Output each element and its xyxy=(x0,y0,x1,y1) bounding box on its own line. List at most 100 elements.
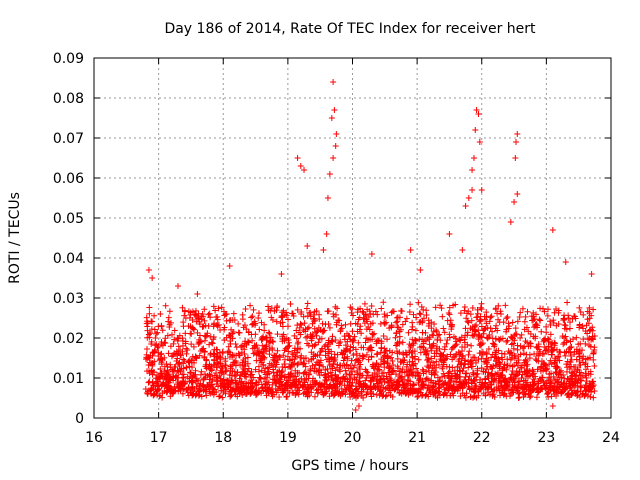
data-point xyxy=(410,382,417,389)
data-point xyxy=(374,311,381,318)
data-point xyxy=(217,392,224,399)
data-point xyxy=(509,382,516,389)
data-point xyxy=(544,306,551,313)
data-point xyxy=(478,306,485,313)
data-point xyxy=(167,393,174,400)
data-point xyxy=(412,327,419,334)
data-point xyxy=(489,340,496,347)
y-axis-label: ROTI / TECUs xyxy=(7,192,23,284)
data-point xyxy=(189,378,196,385)
data-point xyxy=(527,330,534,337)
data-point xyxy=(333,131,340,137)
data-point xyxy=(273,372,280,379)
data-point xyxy=(274,347,281,354)
data-point xyxy=(342,391,349,398)
data-point xyxy=(236,375,243,382)
data-point xyxy=(533,357,540,364)
data-point xyxy=(224,377,231,384)
data-point xyxy=(269,338,276,345)
data-point xyxy=(362,311,369,318)
data-point xyxy=(538,328,545,335)
data-point xyxy=(439,373,446,380)
data-point xyxy=(222,362,229,369)
data-point xyxy=(374,386,381,393)
data-point xyxy=(499,335,506,342)
data-point xyxy=(509,335,516,342)
data-point xyxy=(357,323,364,330)
data-point xyxy=(343,346,350,353)
data-point xyxy=(590,394,597,401)
data-point xyxy=(300,313,307,320)
data-point xyxy=(394,363,401,370)
x-tick-label: 22 xyxy=(473,430,491,446)
data-point xyxy=(557,349,564,356)
data-point xyxy=(144,327,151,334)
data-point xyxy=(493,358,500,365)
data-point xyxy=(417,267,424,273)
data-point xyxy=(385,389,392,396)
data-point xyxy=(345,365,352,372)
data-point xyxy=(547,331,554,338)
data-point xyxy=(227,368,234,375)
data-point xyxy=(348,383,355,390)
data-point xyxy=(589,335,596,342)
data-point xyxy=(574,392,581,399)
data-point xyxy=(195,339,202,346)
data-point xyxy=(207,350,214,357)
data-point xyxy=(394,318,401,325)
grid xyxy=(94,58,611,418)
data-point xyxy=(486,391,493,398)
data-point xyxy=(407,247,414,253)
data-point xyxy=(566,366,573,373)
data-point xyxy=(453,375,460,382)
data-point xyxy=(350,364,357,371)
data-point xyxy=(395,324,402,331)
data-point xyxy=(514,191,521,197)
data-point xyxy=(206,341,213,348)
data-point xyxy=(284,381,291,388)
data-point xyxy=(293,327,300,334)
data-point xyxy=(559,333,566,340)
data-point xyxy=(468,342,475,349)
data-point xyxy=(517,309,524,316)
data-point xyxy=(416,372,423,379)
data-point xyxy=(378,305,385,312)
data-point xyxy=(522,313,529,320)
data-point xyxy=(424,363,431,370)
data-point xyxy=(504,356,511,363)
data-point xyxy=(508,376,515,383)
data-point xyxy=(545,385,552,392)
data-point xyxy=(227,333,234,340)
data-point xyxy=(179,390,186,397)
data-point xyxy=(399,339,406,346)
data-point xyxy=(588,312,595,319)
data-point xyxy=(156,393,163,400)
data-point xyxy=(446,231,453,237)
data-point xyxy=(245,389,252,396)
data-point xyxy=(189,317,196,324)
data-point xyxy=(501,386,508,393)
data-point xyxy=(396,349,403,356)
data-point xyxy=(588,336,595,343)
data-point xyxy=(250,320,257,327)
data-point xyxy=(330,360,337,367)
data-point xyxy=(568,378,575,385)
data-point xyxy=(305,324,312,331)
data-point xyxy=(239,392,246,399)
data-point xyxy=(187,311,194,318)
data-point xyxy=(309,320,316,327)
data-point xyxy=(469,304,476,311)
data-point xyxy=(452,353,459,360)
data-point xyxy=(503,315,510,322)
data-point xyxy=(192,367,199,374)
data-point xyxy=(401,376,408,383)
data-point xyxy=(456,336,463,343)
data-point xyxy=(259,353,266,360)
data-point xyxy=(553,392,560,399)
data-point xyxy=(363,335,370,342)
data-point xyxy=(196,339,203,346)
data-point xyxy=(591,363,598,370)
data-point xyxy=(367,383,374,390)
data-point xyxy=(403,351,410,358)
data-point xyxy=(549,351,556,358)
